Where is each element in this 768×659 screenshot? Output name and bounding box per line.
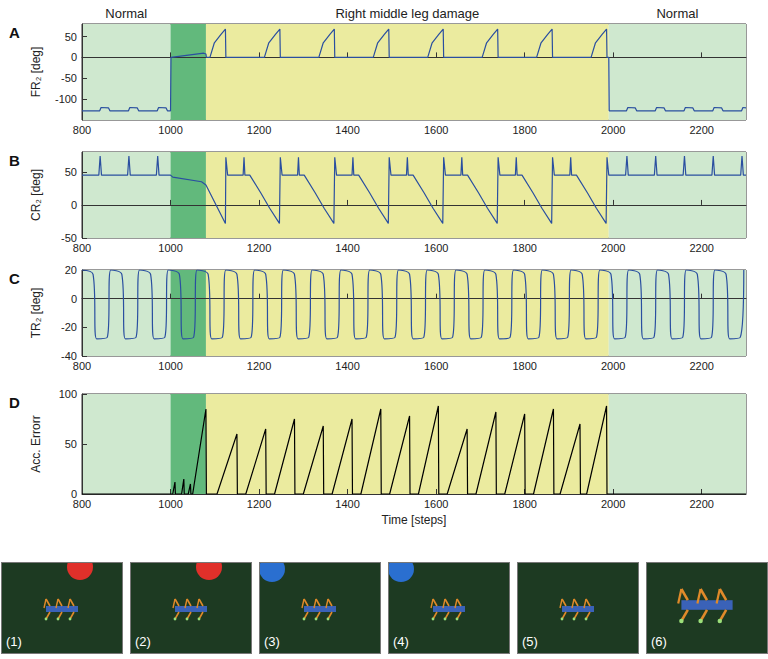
svg-text:0: 0 <box>71 199 77 211</box>
svg-text:1400: 1400 <box>335 242 359 254</box>
svg-text:1400: 1400 <box>335 498 359 510</box>
svg-text:1600: 1600 <box>424 124 448 136</box>
svg-text:1200: 1200 <box>247 124 271 136</box>
svg-text:-100: -100 <box>55 93 77 105</box>
svg-text:100: 100 <box>59 388 77 400</box>
svg-text:1000: 1000 <box>158 360 182 372</box>
html-text:(1): (1) <box>6 634 22 649</box>
svg-text:0: 0 <box>71 293 77 305</box>
svg-text:B: B <box>9 152 20 169</box>
svg-text:-50: -50 <box>61 232 77 244</box>
svg-text:Normal: Normal <box>656 6 698 21</box>
svg-text:CR₂ [deg]: CR₂ [deg] <box>29 169 43 221</box>
svg-text:2200: 2200 <box>689 498 713 510</box>
svg-text:-50: -50 <box>61 72 77 84</box>
svg-text:Normal: Normal <box>105 6 147 21</box>
svg-text:1600: 1600 <box>424 360 448 372</box>
svg-text:0: 0 <box>71 51 77 63</box>
svg-text:800: 800 <box>73 242 91 254</box>
svg-text:1200: 1200 <box>247 498 271 510</box>
svg-text:Acc. Errorr: Acc. Errorr <box>29 415 43 472</box>
html-text:(4): (4) <box>393 634 409 649</box>
svg-text:0: 0 <box>70 488 77 500</box>
svg-text:Time [steps]: Time [steps] <box>382 513 447 527</box>
svg-text:50: 50 <box>65 166 77 178</box>
svg-text:800: 800 <box>73 498 91 510</box>
svg-text:1800: 1800 <box>512 124 536 136</box>
html-text:(6): (6) <box>651 634 667 649</box>
svg-text:2000: 2000 <box>601 360 625 372</box>
svg-text:1200: 1200 <box>247 360 271 372</box>
svg-text:1000: 1000 <box>158 498 182 510</box>
svg-text:2000: 2000 <box>601 124 625 136</box>
svg-text:-40: -40 <box>61 350 77 362</box>
html-text:(3): (3) <box>264 634 280 649</box>
svg-text:1800: 1800 <box>512 242 536 254</box>
svg-text:1600: 1600 <box>424 242 448 254</box>
svg-text:2000: 2000 <box>601 242 625 254</box>
svg-text:2000: 2000 <box>601 498 625 510</box>
svg-text:1000: 1000 <box>158 124 182 136</box>
svg-text:1000: 1000 <box>158 242 182 254</box>
svg-text:20: 20 <box>65 264 77 276</box>
svg-text:-20: -20 <box>61 321 77 333</box>
svg-text:A: A <box>9 24 20 41</box>
svg-text:1400: 1400 <box>335 360 359 372</box>
html-text:(5): (5) <box>522 634 538 649</box>
svg-text:D: D <box>9 394 20 411</box>
svg-text:50: 50 <box>65 438 77 450</box>
svg-text:2200: 2200 <box>689 360 713 372</box>
svg-text:1800: 1800 <box>512 360 536 372</box>
svg-text:FR₂ [deg]: FR₂ [deg] <box>29 47 43 98</box>
svg-text:1600: 1600 <box>424 498 448 510</box>
svg-text:2200: 2200 <box>689 242 713 254</box>
svg-text:800: 800 <box>73 124 91 136</box>
svg-text:1800: 1800 <box>512 498 536 510</box>
svg-text:TR₂ [deg]: TR₂ [deg] <box>29 288 43 339</box>
html-text:(2): (2) <box>135 634 151 649</box>
svg-text:1200: 1200 <box>247 242 271 254</box>
svg-text:C: C <box>9 270 20 287</box>
svg-text:Right middle leg damage: Right middle leg damage <box>335 6 479 21</box>
svg-text:50: 50 <box>65 31 77 43</box>
svg-text:1400: 1400 <box>335 124 359 136</box>
svg-text:800: 800 <box>73 360 91 372</box>
svg-text:2200: 2200 <box>689 124 713 136</box>
